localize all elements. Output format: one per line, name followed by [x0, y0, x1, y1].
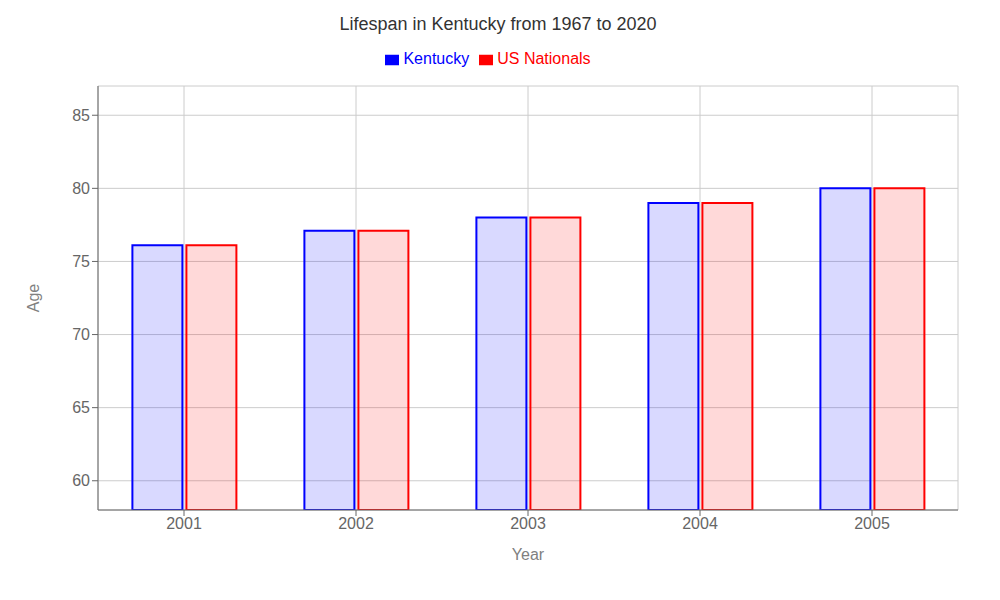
svg-text:2002: 2002 [338, 515, 374, 532]
svg-text:2004: 2004 [682, 515, 718, 532]
svg-text:80: 80 [72, 180, 90, 197]
svg-text:70: 70 [72, 326, 90, 343]
svg-text:Year: Year [512, 546, 545, 563]
svg-text:60: 60 [72, 472, 90, 489]
svg-text:2003: 2003 [510, 515, 546, 532]
svg-text:2005: 2005 [854, 515, 890, 532]
svg-text:65: 65 [72, 399, 90, 416]
html-text:Lifespan in Kentucky from 1967: Lifespan in Kentucky from 1967 to 2020 [339, 14, 657, 34]
html-text:US Nationals: US Nationals [497, 50, 591, 67]
svg-text:75: 75 [72, 253, 90, 270]
svg-text:Age: Age [25, 284, 42, 313]
svg-text:2001: 2001 [166, 515, 202, 532]
svg-text:85: 85 [72, 107, 90, 124]
html-text:Kentucky: Kentucky [403, 50, 470, 67]
